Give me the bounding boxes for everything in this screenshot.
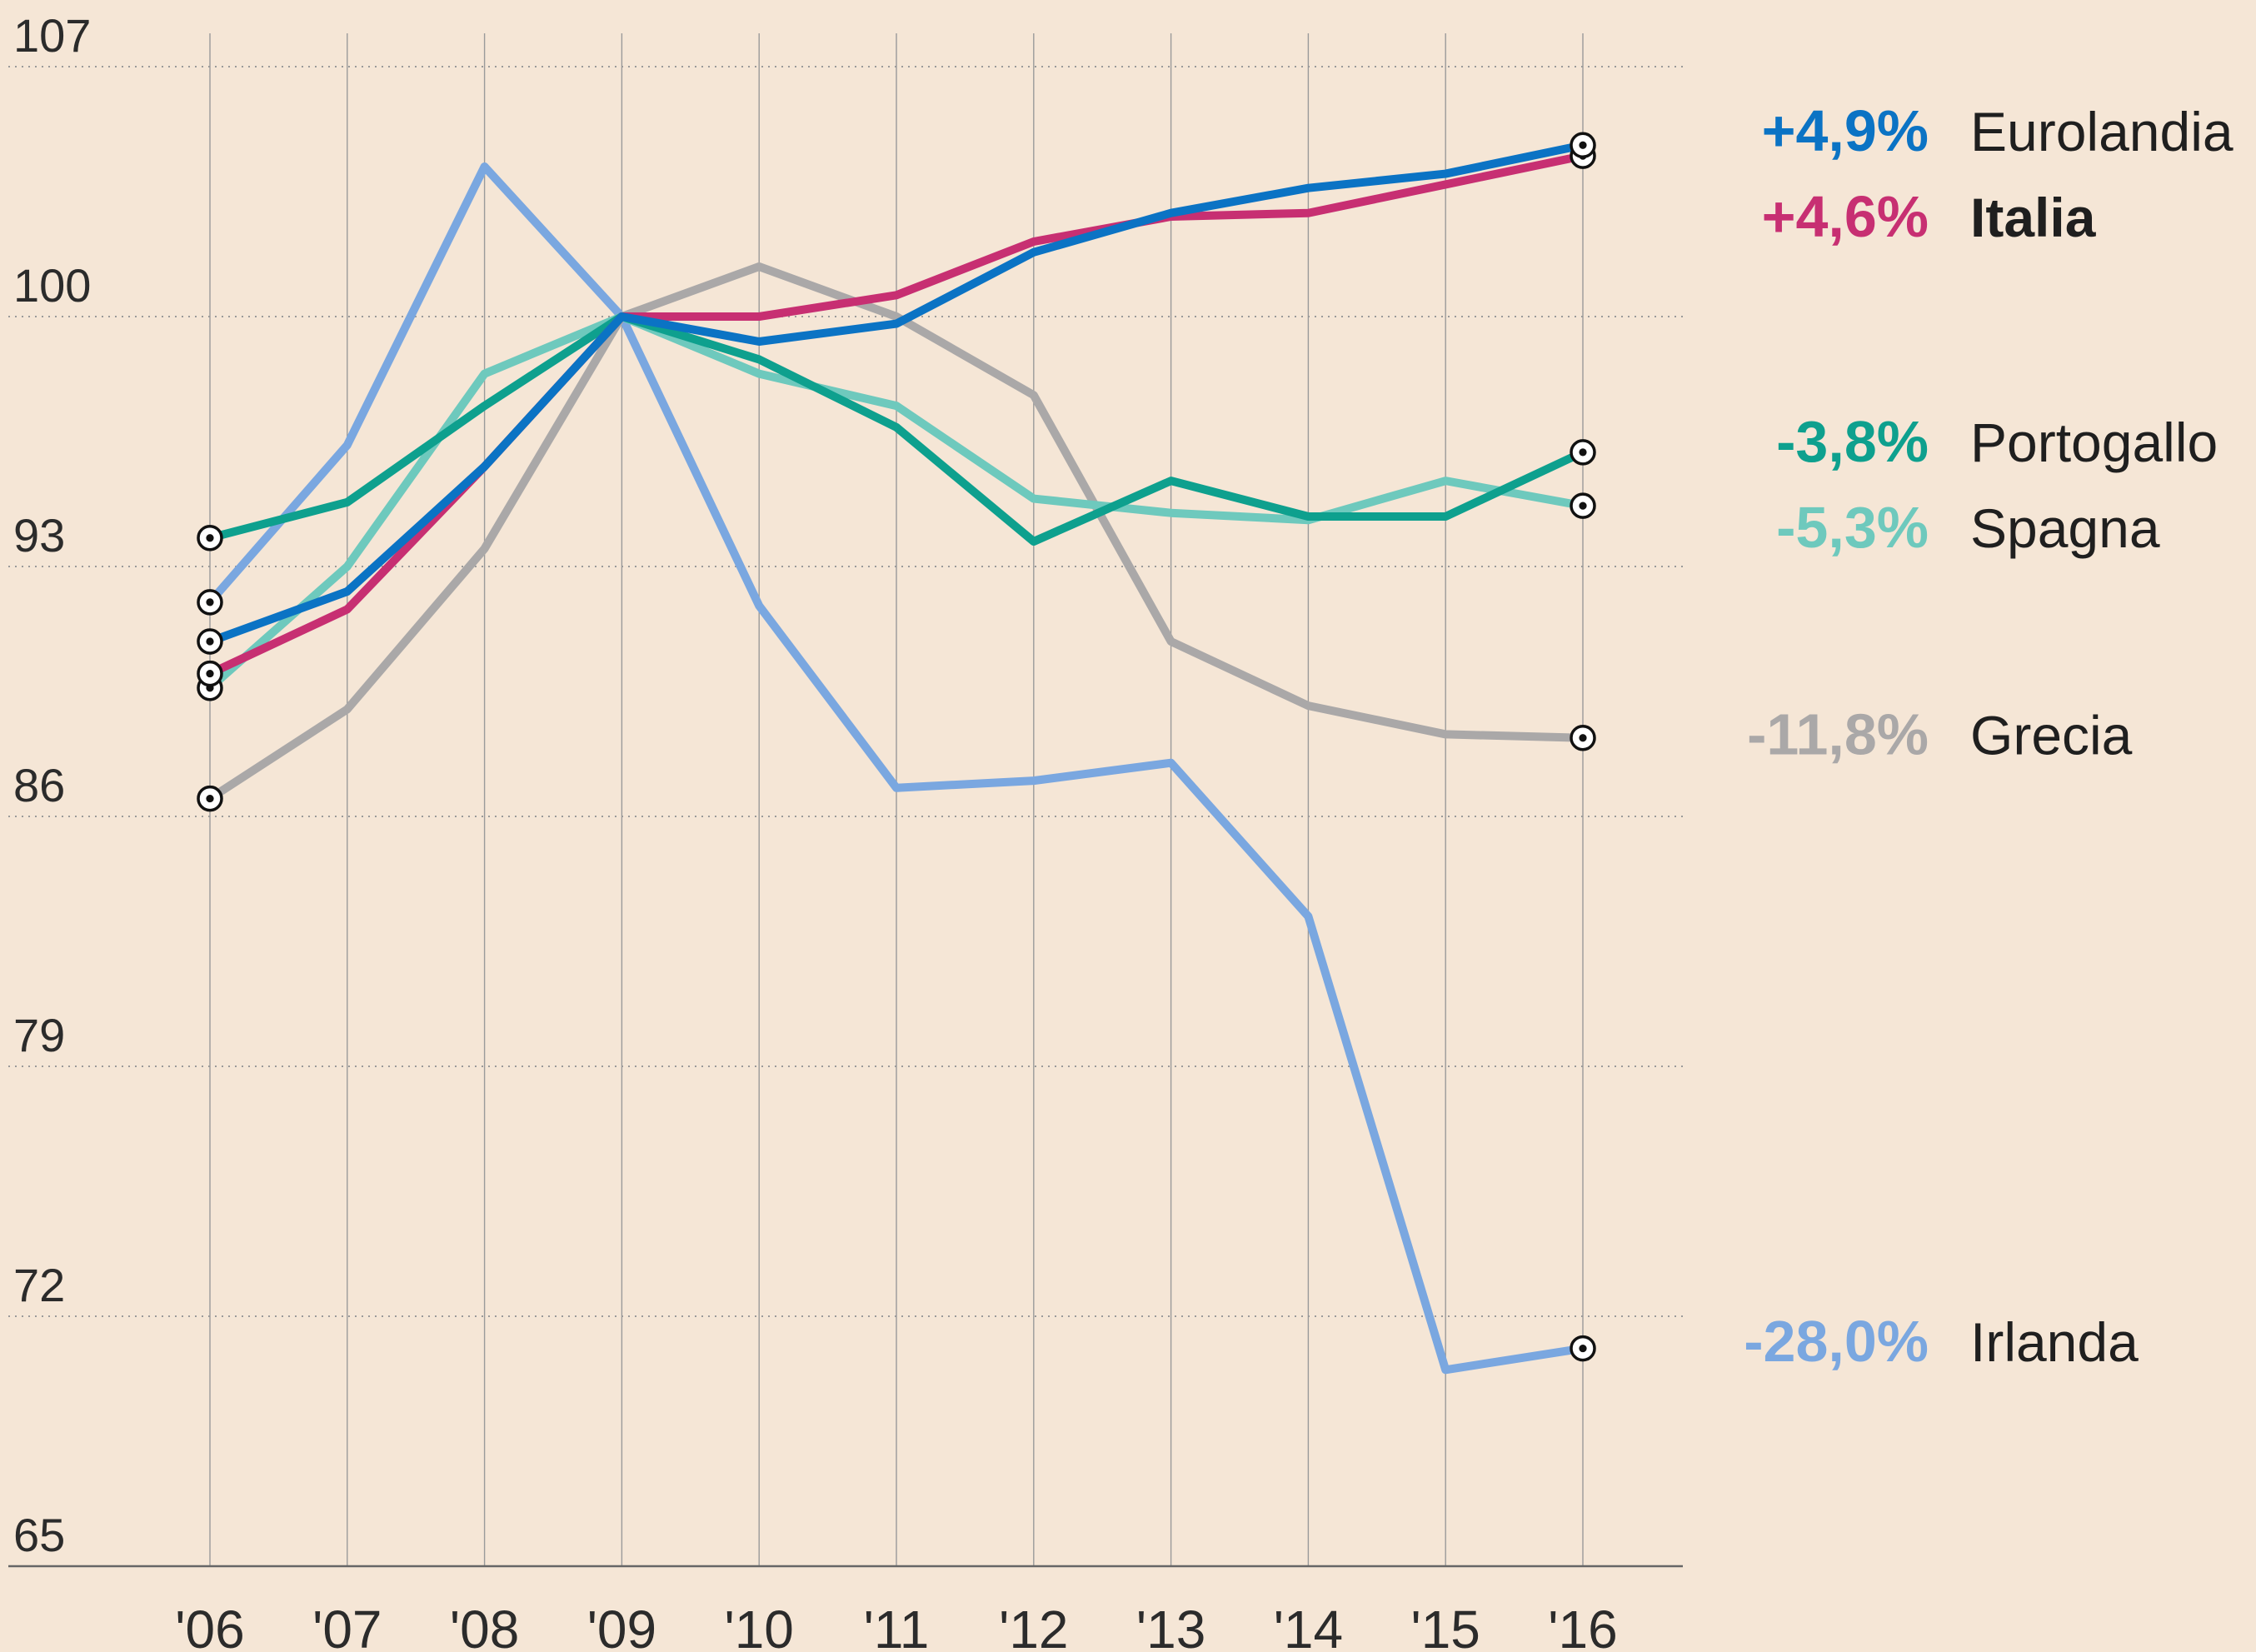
x-tick-label: '12 (999, 1600, 1068, 1652)
label-percent-grecia: -11,8% (1747, 701, 1929, 766)
x-tick-label: '09 (587, 1600, 656, 1652)
start-marker (197, 660, 223, 687)
x-tick-label: '11 (864, 1600, 930, 1652)
x-tick-label: '15 (1410, 1600, 1480, 1652)
x-tick-label: '10 (724, 1600, 793, 1652)
y-tick-label: 107 (13, 9, 91, 62)
y-tick-label: 86 (13, 759, 65, 811)
end-marker-portogallo (1570, 439, 1596, 466)
series-line-italia (206, 152, 1587, 678)
x-tick-label: '14 (1274, 1600, 1343, 1652)
start-marker (197, 589, 223, 616)
label-layer: +4,9% Eurolandia +4,6% Italia -3,8% Portogall… (1744, 98, 2234, 1374)
start-marker (197, 524, 223, 551)
grid-layer (8, 33, 1683, 1566)
end-marker-eurolandia (1570, 132, 1596, 159)
x-tick-label: '16 (1548, 1600, 1617, 1652)
y-tick-label: 72 (13, 1259, 65, 1311)
axis-layer: 107 100 93 86 79 72 65 '06 '07 '08 '09 '10 '11 '12 '13… (8, 9, 1683, 1652)
marker-layer (197, 132, 1596, 1362)
x-tick-label: '08 (450, 1600, 519, 1652)
y-tick-label: 65 (13, 1509, 65, 1561)
series-line-irlanda (206, 162, 1587, 1375)
series-layer (206, 141, 1587, 1375)
series-line-eurolandia (206, 141, 1587, 646)
label-country-irlanda: Irlanda (1970, 1311, 2139, 1373)
end-marker-spagna (1570, 492, 1596, 519)
label-percent-eurolandia: +4,9% (1762, 98, 1929, 163)
y-tick-label: 100 (13, 259, 91, 312)
end-marker-grecia (1570, 724, 1596, 751)
x-tick-label: '13 (1136, 1600, 1205, 1652)
label-country-eurolandia: Eurolandia (1970, 101, 2234, 162)
label-percent-portogallo: -3,8% (1776, 409, 1929, 474)
x-tick-label: '07 (312, 1600, 382, 1652)
series-line-grecia (206, 262, 1587, 803)
label-country-spagna: Spagna (1970, 497, 2160, 559)
start-marker (197, 785, 223, 812)
x-tick-label: '06 (175, 1600, 244, 1652)
y-tick-label: 93 (13, 509, 65, 561)
y-tick-label: 79 (13, 1009, 65, 1061)
label-percent-italia: +4,6% (1762, 184, 1929, 249)
end-marker-irlanda (1570, 1335, 1596, 1362)
label-country-portogallo: Portogallo (1970, 412, 2218, 473)
label-percent-spagna: -5,3% (1776, 495, 1929, 560)
label-percent-irlanda: -28,0% (1744, 1309, 1929, 1374)
start-marker (197, 628, 223, 655)
label-country-grecia: Grecia (1970, 704, 2133, 766)
series-line-portogallo (206, 312, 1587, 546)
label-country-italia: Italia (1970, 187, 2097, 248)
